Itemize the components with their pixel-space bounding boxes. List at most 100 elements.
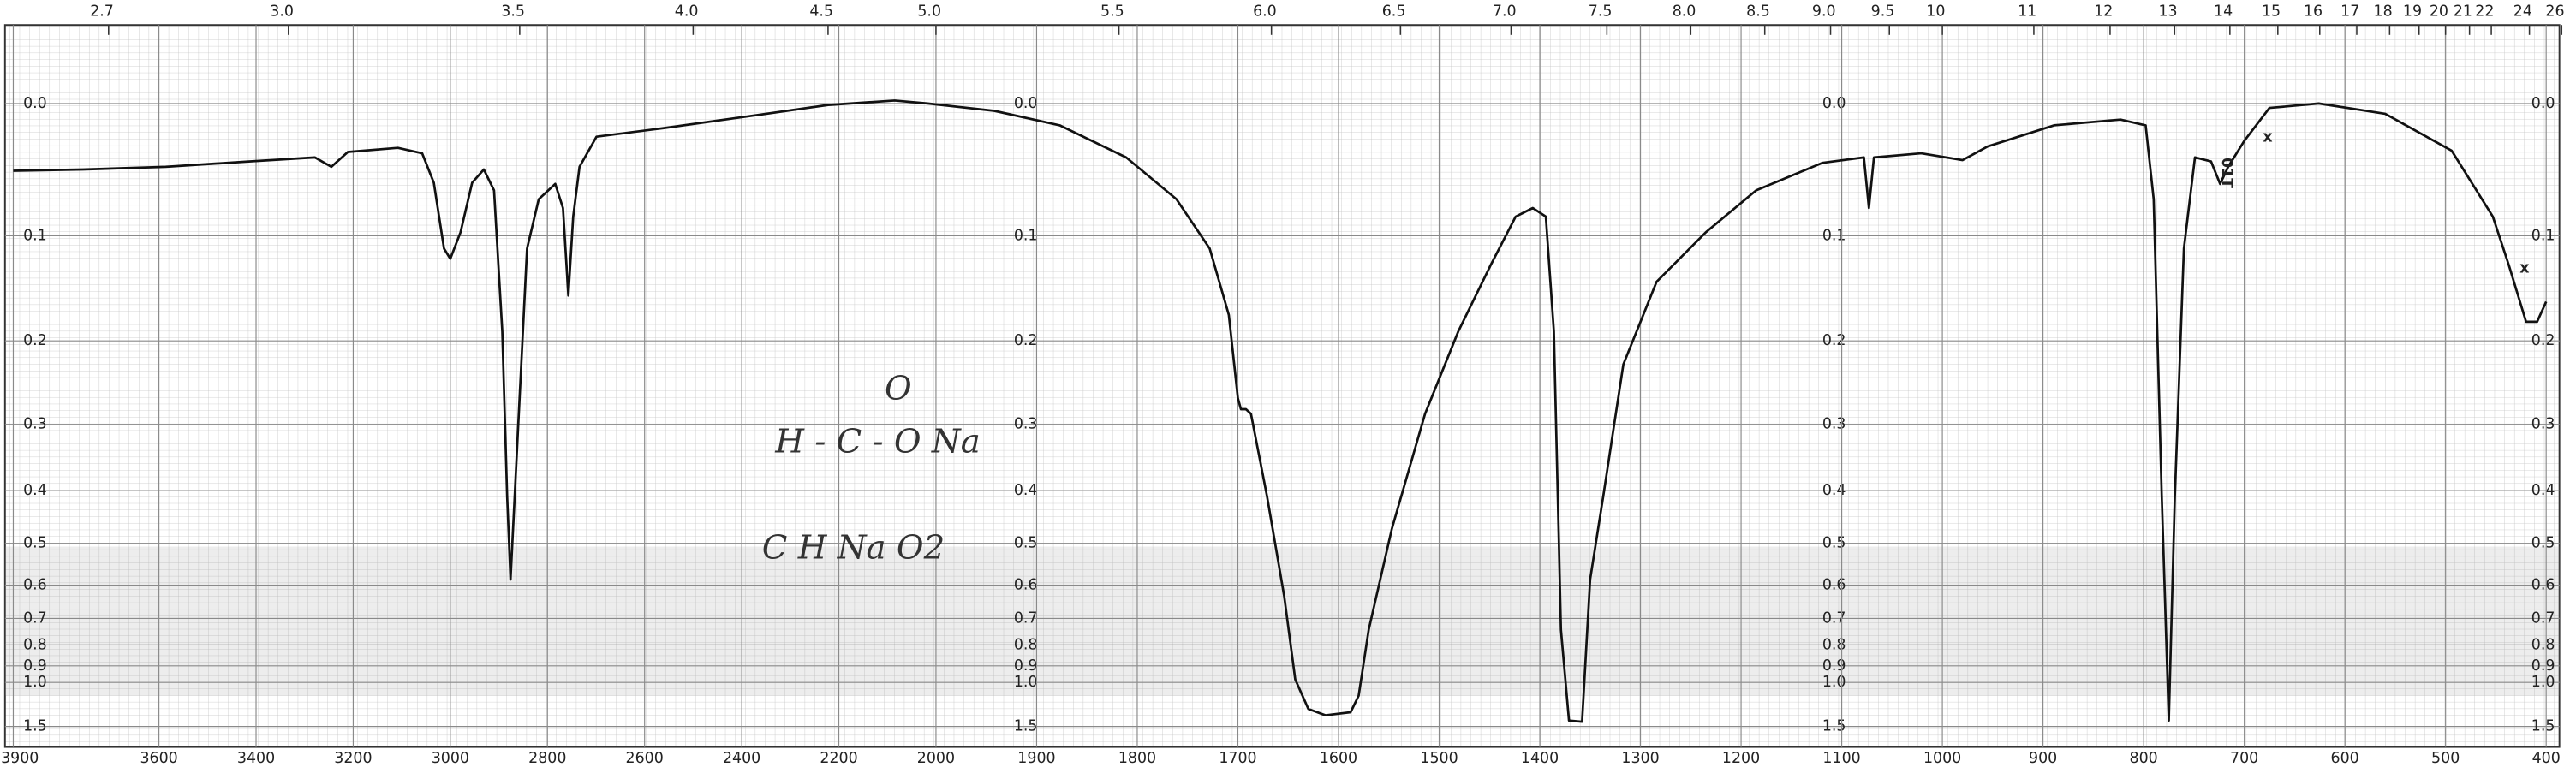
x2-tick-label: 5.0 xyxy=(917,3,941,21)
x-tick-label: 600 xyxy=(2331,750,2359,767)
x2-tick-label: 5.5 xyxy=(1100,3,1124,21)
annotation: 01T xyxy=(2218,158,2235,188)
y-tick-label: 0.2 xyxy=(1822,332,1846,349)
y-tick-label: 0.8 xyxy=(1014,636,1038,653)
y-tick-label: 1.0 xyxy=(23,674,47,691)
y-tick-label: 1.5 xyxy=(1014,718,1038,735)
y-tick-label: 0.6 xyxy=(1822,577,1846,594)
x-tick-label: 3200 xyxy=(334,750,372,767)
x-tick-label: 1200 xyxy=(1722,750,1760,767)
plot-frame xyxy=(3,24,2561,748)
y-tick-label: 0.7 xyxy=(23,609,47,627)
x-tick-label: 3400 xyxy=(237,750,275,767)
x2-tick-label: 9.5 xyxy=(1871,3,1895,21)
x2-tick-label: 4.0 xyxy=(675,3,699,21)
y-tick-label: 0.6 xyxy=(1014,577,1038,594)
x2-tick-label: 4.5 xyxy=(809,3,833,21)
x2-tick-label: 13 xyxy=(2158,3,2177,21)
y-tick-label: 0.0 xyxy=(23,95,47,112)
x-tick-label: 2600 xyxy=(626,750,664,767)
x-tick-label: 2000 xyxy=(917,750,955,767)
x2-tick-label: 21 xyxy=(2454,3,2472,21)
y-tick-label: 0.3 xyxy=(1822,416,1846,433)
y-tick-label: 0.3 xyxy=(1014,416,1038,433)
y-tick-label: 0.4 xyxy=(23,482,47,499)
shading xyxy=(4,546,2560,696)
x-tick-label: 800 xyxy=(2130,750,2158,767)
x2-tick-label: 11 xyxy=(2018,3,2036,21)
annotation: x xyxy=(2263,129,2272,146)
y-tick-label: 0.9 xyxy=(1014,657,1038,675)
y-tick-label: 0.9 xyxy=(1822,657,1846,675)
x2-tick-label: 22 xyxy=(2475,3,2494,21)
y-tick-label: 1.0 xyxy=(1822,674,1846,691)
x2-tick-label: 12 xyxy=(2094,3,2113,21)
x2-tick-label: 7.0 xyxy=(1493,3,1517,21)
y-tick-label: 0.9 xyxy=(2531,657,2555,675)
x-tick-label: 400 xyxy=(2532,750,2561,767)
x-tick-label: 1900 xyxy=(1017,750,1055,767)
x-tick-label: 1800 xyxy=(1118,750,1156,767)
y-tick-label: 0.4 xyxy=(1014,482,1038,499)
y-tick-label: 0.7 xyxy=(1014,609,1038,627)
x-tick-label: 1000 xyxy=(1923,750,1961,767)
y-tick-label: 0.6 xyxy=(2531,577,2555,594)
x2-tick-label: 14 xyxy=(2214,3,2233,21)
x-tick-label: 900 xyxy=(2029,750,2057,767)
y-tick-label: 0.9 xyxy=(23,657,47,675)
x2-tick-label: 26 xyxy=(2545,3,2564,21)
y-tick-label: 0.5 xyxy=(1014,535,1038,552)
x-tick-label: 1100 xyxy=(1822,750,1860,767)
y-tick-label: 0.3 xyxy=(2531,416,2555,433)
x2-tick-label: 17 xyxy=(2340,3,2359,21)
x2-tick-label: 15 xyxy=(2262,3,2281,21)
y-tick-label: 0.5 xyxy=(1822,535,1846,552)
y-tick-label: 0.5 xyxy=(2531,535,2555,552)
x2-tick-label: 18 xyxy=(2374,3,2393,21)
y-tick-label: 1.0 xyxy=(1014,674,1038,691)
x-tick-label: 1400 xyxy=(1521,750,1559,767)
x-tick-label: 3000 xyxy=(432,750,469,767)
x-tick-label: 1500 xyxy=(1420,750,1458,767)
y-tick-label: 0.0 xyxy=(1822,95,1846,112)
x2-tick-label: 9.0 xyxy=(1812,3,1836,21)
x2-tick-label: 16 xyxy=(2304,3,2323,21)
annotation: C H Na O2 xyxy=(762,528,945,567)
y-tick-label: 0.8 xyxy=(1822,636,1846,653)
annotation: x xyxy=(2519,260,2529,277)
annotation: O xyxy=(885,370,912,408)
x2-tick-label: 7.5 xyxy=(1589,3,1613,21)
y-tick-label: 1.5 xyxy=(1822,718,1846,735)
y-tick-label: 0.1 xyxy=(23,227,47,244)
x2-tick-label: 24 xyxy=(2513,3,2532,21)
y-tick-label: 0.2 xyxy=(1014,332,1038,349)
y-tick-label: 0.2 xyxy=(2531,332,2555,349)
y-tick-label: 0.2 xyxy=(23,332,47,349)
x-tick-label: 1700 xyxy=(1219,750,1256,767)
x-tick-label: 2400 xyxy=(723,750,760,767)
x2-tick-label: 8.0 xyxy=(1673,3,1696,21)
x-tick-label: 1600 xyxy=(1320,750,1357,767)
y-tick-label: 0.8 xyxy=(23,636,47,653)
y-tick-label: 0.0 xyxy=(1014,95,1038,112)
x2-tick-label: 19 xyxy=(2403,3,2422,21)
y-tick-label: 0.1 xyxy=(2531,227,2555,244)
x-tick-label: 1300 xyxy=(1621,750,1659,767)
x2-tick-label: 3.5 xyxy=(501,3,525,21)
y-tick-label: 1.5 xyxy=(2531,718,2555,735)
y-tick-label: 0.7 xyxy=(2531,609,2555,627)
y-tick-label: 0.0 xyxy=(2531,95,2555,112)
y-tick-label: 1.0 xyxy=(2531,674,2555,691)
y-tick-label: 0.1 xyxy=(1014,227,1038,244)
x-tick-label: 700 xyxy=(2230,750,2258,767)
x2-tick-label: 6.0 xyxy=(1253,3,1277,21)
x2-tick-label: 2.7 xyxy=(90,3,114,21)
x-tick-label: 3900 xyxy=(1,750,39,767)
y-tick-label: 0.7 xyxy=(1822,609,1846,627)
x2-tick-label: 8.5 xyxy=(1746,3,1770,21)
annotation: H - C - O Na xyxy=(774,423,981,461)
x2-tick-label: 10 xyxy=(1926,3,1945,21)
y-tick-label: 0.5 xyxy=(23,535,47,552)
